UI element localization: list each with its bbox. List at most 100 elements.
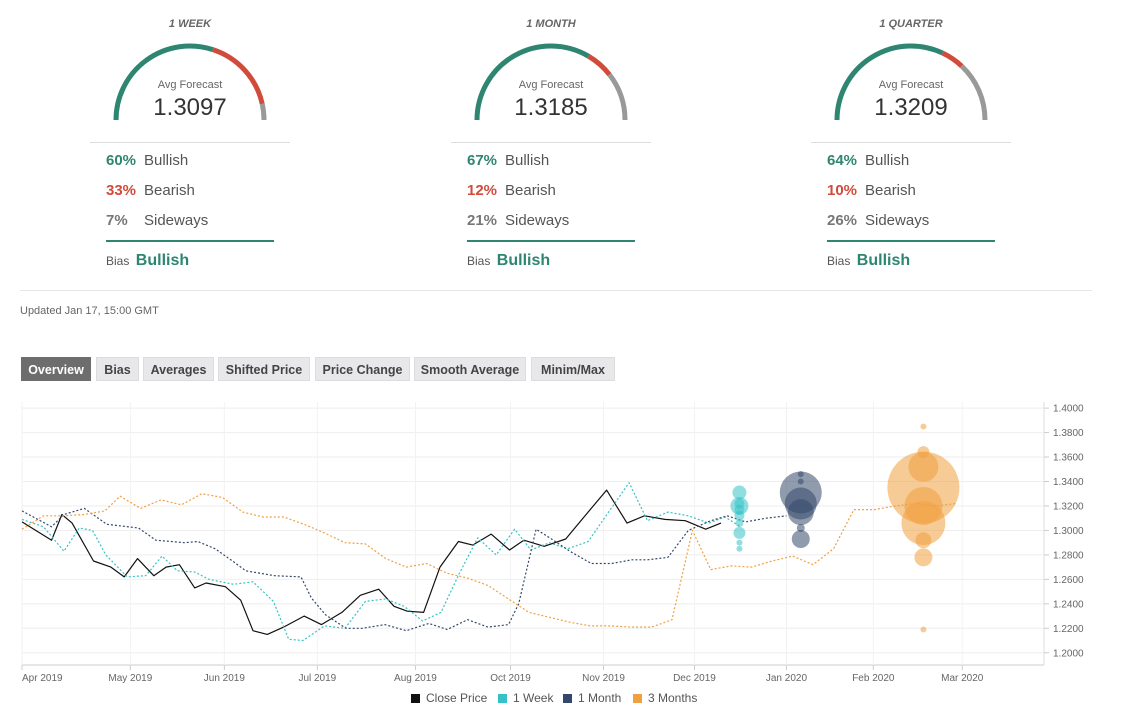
legend-label: 3 Months <box>648 691 698 705</box>
bullish-stat: 60% Bullish <box>106 152 188 172</box>
x-tick-label: Jul 2019 <box>298 673 336 684</box>
section-divider <box>20 290 1092 291</box>
x-tick-label: Jan 2020 <box>766 673 808 684</box>
series-line-close-price <box>21 489 722 635</box>
bearish-percent: 10% <box>827 182 858 199</box>
series-line-1-week <box>21 482 741 642</box>
y-tick-label: 1.2200 <box>1053 624 1084 635</box>
sideways-percent: 7% <box>106 212 128 229</box>
bearish-stat: 10% Bearish <box>827 182 916 202</box>
bias-divider <box>106 240 274 242</box>
x-tick-label: Nov 2019 <box>582 673 625 684</box>
bias-value: Bullish <box>856 252 911 269</box>
forecast-line-chart: 1.4000 1.3800 1.3600 1.3400 1.3200 1.3000 1.28… <box>21 402 1084 684</box>
y-tick-label: 1.2800 <box>1053 550 1084 561</box>
legend-close-price[interactable]: Close Price <box>411 691 487 705</box>
bias-row: Bias Bullish <box>467 252 550 270</box>
x-tick-label: Aug 2019 <box>394 673 437 684</box>
legend-label: 1 Week <box>513 691 554 705</box>
bias-label: Bias <box>827 254 851 268</box>
tab-smooth-average[interactable]: Smooth Average <box>414 357 526 381</box>
x-tick-label: May 2019 <box>108 673 152 684</box>
forecast-bubble-1-week <box>732 485 747 500</box>
y-tick-label: 1.2000 <box>1053 648 1084 659</box>
forecast-bubble-1-month <box>791 530 810 549</box>
card-title: 1 QUARTER <box>879 18 943 30</box>
avg-forecast-value: 1.3185 <box>514 94 588 121</box>
sideways-percent: 21% <box>467 212 498 229</box>
forecast-bubble-3-months <box>920 423 927 430</box>
legend-label: Close Price <box>426 691 488 705</box>
card-divider <box>90 142 290 143</box>
bias-row: Bias Bullish <box>106 252 189 270</box>
chart-grid <box>21 402 1045 666</box>
bias-label: Bias <box>467 254 491 268</box>
legend-swatch <box>498 694 507 703</box>
bullish-label: Bullish <box>865 152 910 169</box>
gauge-sideways-segment <box>607 73 628 121</box>
y-tick-label: 1.3200 <box>1053 501 1084 512</box>
bullish-stat: 67% Bullish <box>467 152 549 172</box>
updated-timestamp: Updated Jan 17, 15:00 GMT <box>20 305 159 317</box>
y-axis: 1.4000 1.3800 1.3600 1.3400 1.3200 1.3000 1.28… <box>1044 404 1084 659</box>
gauge-sideways-segment <box>259 103 267 121</box>
gauge-bearish-segment <box>941 50 964 68</box>
y-tick-label: 1.3600 <box>1053 453 1084 464</box>
sideways-percent: 26% <box>827 212 858 229</box>
bullish-percent: 67% <box>467 152 498 169</box>
forecast-bubble-1-week <box>734 510 745 521</box>
gauge-arc <box>474 43 628 121</box>
tab-shifted-price[interactable]: Shifted Price <box>218 357 310 381</box>
bullish-percent: 60% <box>106 152 137 169</box>
avg-forecast-label: Avg Forecast <box>157 79 223 91</box>
gauge-bullish-segment <box>113 43 214 121</box>
x-tick-label: Mar 2020 <box>941 673 984 684</box>
x-axis: Apr 2019 May 2019 Jun 2019 Jul 2019 Aug 2019… <box>21 665 984 684</box>
legend-swatch <box>411 694 420 703</box>
bias-row: Bias Bullish <box>827 252 910 270</box>
tab-minim-max[interactable]: Minim/Max <box>531 357 615 381</box>
gauge-arc <box>113 43 267 121</box>
y-tick-label: 1.2400 <box>1053 599 1084 610</box>
bullish-label: Bullish <box>505 152 550 169</box>
series-line-3-months <box>21 493 957 628</box>
tab-averages[interactable]: Averages <box>143 357 214 381</box>
bearish-stat: 33% Bearish <box>106 182 195 202</box>
avg-forecast-value: 1.3097 <box>153 94 227 121</box>
card-title: 1 MONTH <box>526 18 576 30</box>
tab-overview[interactable]: Overview <box>21 357 91 381</box>
forecast-bubble-3-months <box>920 626 927 633</box>
x-tick-label: Dec 2019 <box>673 673 716 684</box>
bias-value: Bullish <box>496 252 551 269</box>
chart-legend: Close Price 1 Week 1 Month 3 Months <box>0 691 1121 707</box>
bias-value: Bullish <box>135 252 190 269</box>
tab-bias[interactable]: Bias <box>96 357 139 381</box>
chart-series-lines <box>21 482 957 642</box>
tab-price-change[interactable]: Price Change <box>315 357 410 381</box>
series-line-1-month <box>21 507 787 632</box>
bearish-label: Bearish <box>144 182 195 199</box>
avg-forecast-label: Avg Forecast <box>518 79 584 91</box>
sideways-stat: 7% Sideways <box>106 212 208 232</box>
forecast-bubble-3-months <box>915 532 932 549</box>
legend-swatch <box>633 694 642 703</box>
card-title: 1 WEEK <box>168 18 212 30</box>
gauge-bearish-segment <box>212 47 265 105</box>
y-tick-label: 1.4000 <box>1053 404 1084 415</box>
bias-divider <box>467 240 635 242</box>
legend-swatch <box>563 694 572 703</box>
legend-3-months[interactable]: 3 Months <box>633 691 697 705</box>
legend-1-week[interactable]: 1 Week <box>498 691 553 705</box>
y-tick-label: 1.2600 <box>1053 575 1084 586</box>
x-tick-label: Jun 2019 <box>204 673 246 684</box>
y-tick-label: 1.3400 <box>1053 477 1084 488</box>
bearish-label: Bearish <box>865 182 916 199</box>
sideways-stat: 21% Sideways <box>467 212 569 232</box>
gauge-bullish-segment <box>474 43 590 121</box>
forecast-bubble-3-months <box>901 501 946 546</box>
legend-1-month[interactable]: 1 Month <box>563 691 621 705</box>
y-tick-label: 1.3800 <box>1053 428 1084 439</box>
avg-forecast-label: Avg Forecast <box>878 79 944 91</box>
bias-label: Bias <box>106 254 130 268</box>
x-tick-label: Oct 2019 <box>490 673 531 684</box>
